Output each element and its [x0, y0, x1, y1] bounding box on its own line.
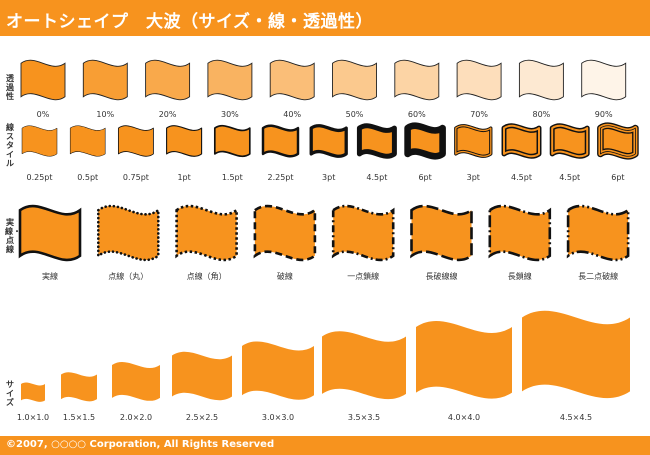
size-label-3: 2.5×2.5	[185, 413, 219, 422]
line-style-label-0: 0.25pt	[26, 173, 53, 182]
wave-size-0	[21, 382, 45, 402]
size-label-4: 3.0×3.0	[261, 413, 295, 422]
wave-size-1	[61, 372, 97, 402]
line-style-label-2: 0.75pt	[122, 173, 149, 182]
wave-line-inner-9	[455, 125, 492, 157]
dash-label-0: 実線	[42, 272, 58, 281]
wave-transparency-4	[269, 59, 315, 101]
wave-size-3	[172, 351, 232, 401]
wave-line-7	[356, 123, 397, 159]
wave-dash-7	[566, 204, 630, 262]
transparency-label-8: 80%	[532, 110, 551, 119]
wave-transparency-5	[332, 59, 377, 101]
dash-label-7: 長二点破線	[578, 272, 619, 281]
line-style-label-8: 6pt	[418, 173, 432, 182]
wave-line-core-12	[600, 125, 636, 157]
wave-line-5	[261, 124, 300, 158]
header-bar: オートシェイプ 大波（サイズ・線・透過性）	[0, 0, 650, 36]
wave-transparency-7	[456, 59, 502, 101]
size-label-6: 4.0×4.0	[447, 413, 481, 422]
transparency-label-5: 50%	[345, 110, 364, 119]
wave-transparency-6	[394, 59, 440, 101]
line-style-label-3: 1pt	[177, 173, 191, 182]
dash-label-4: 一点鎖線	[347, 272, 380, 281]
wave-size-2	[112, 361, 160, 401]
wave-transparency-9	[581, 59, 627, 101]
wave-transparency-3	[207, 59, 253, 101]
line-style-label-11: 4.5pt	[559, 173, 581, 182]
wave-transparency-0	[20, 59, 66, 101]
dash-label-6: 長鎖線	[507, 272, 532, 281]
transparency-label-6: 60%	[407, 110, 426, 119]
transparency-label-1: 10%	[96, 110, 115, 119]
wave-dash-2	[175, 204, 238, 262]
wave-line-3	[166, 125, 203, 157]
wave-transparency-1	[82, 59, 128, 101]
line-style-label-4: 1.5pt	[221, 173, 243, 182]
wave-dash-6	[488, 204, 552, 262]
wave-line-inner-11	[551, 124, 589, 158]
line-style-label-7: 4.5pt	[366, 173, 388, 182]
footer-bar: ©2007, ○○○○ Corporation, All Rights Rese…	[0, 436, 650, 455]
wave-line-2	[117, 125, 154, 157]
dash-label-5: 長破線線	[425, 272, 458, 281]
wave-line-8	[404, 122, 446, 160]
line-style-label-1: 0.5pt	[77, 173, 99, 182]
wave-dash-4	[331, 204, 395, 262]
wave-line-0	[21, 125, 58, 157]
wave-line-inner-10	[503, 124, 540, 158]
wave-size-5	[322, 331, 406, 400]
line-style-label-6: 3pt	[322, 173, 336, 182]
wave-line-1	[69, 125, 106, 157]
transparency-label-9: 90%	[594, 110, 613, 119]
transparency-label-2: 20%	[158, 110, 177, 119]
line-style-label-12: 6pt	[611, 173, 625, 182]
transparency-label-4: 40%	[283, 110, 302, 119]
size-label-7: 4.5×4.5	[559, 413, 593, 422]
wave-size-4	[242, 341, 314, 400]
transparency-label-0: 0%	[36, 110, 50, 119]
line-style-label-9: 3pt	[466, 173, 480, 182]
row-label-transparency: 透過性	[6, 74, 14, 101]
wave-dash-3	[253, 204, 317, 262]
transparency-label-7: 70%	[470, 110, 488, 119]
wave-line-6	[309, 124, 348, 158]
size-label-1: 1.5×1.5	[62, 413, 96, 422]
row-label-size: サイズ	[6, 380, 14, 407]
line-style-label-5: 2.25pt	[267, 173, 294, 182]
wave-line-4	[213, 124, 251, 158]
size-label-0: 1.0×1.0	[16, 413, 50, 422]
size-label-2: 2.0×2.0	[119, 413, 153, 422]
copyright-text: ©2007, ○○○○ Corporation, All Rights Rese…	[6, 439, 275, 450]
line-style-label-10: 4.5pt	[511, 173, 532, 182]
dash-label-1: 点線（丸）	[108, 272, 149, 281]
row-label-dash: 実線・点線	[5, 218, 21, 254]
wave-transparency-2	[145, 59, 191, 101]
row-label-line-style: 線スタイル	[6, 123, 14, 168]
size-label-5: 3.5×3.5	[347, 413, 381, 422]
dash-label-2: 点線（角）	[186, 272, 227, 281]
page-title: オートシェイプ 大波（サイズ・線・透過性）	[6, 12, 373, 32]
wave-dash-1	[97, 204, 160, 262]
wave-size-7	[522, 310, 630, 399]
transparency-label-3: 30%	[221, 110, 239, 119]
dash-label-3: 破線	[276, 272, 293, 281]
wave-dash-5	[410, 204, 473, 262]
wave-transparency-8	[518, 59, 564, 101]
wave-size-6	[416, 320, 512, 399]
wave-dash-0	[18, 204, 82, 262]
